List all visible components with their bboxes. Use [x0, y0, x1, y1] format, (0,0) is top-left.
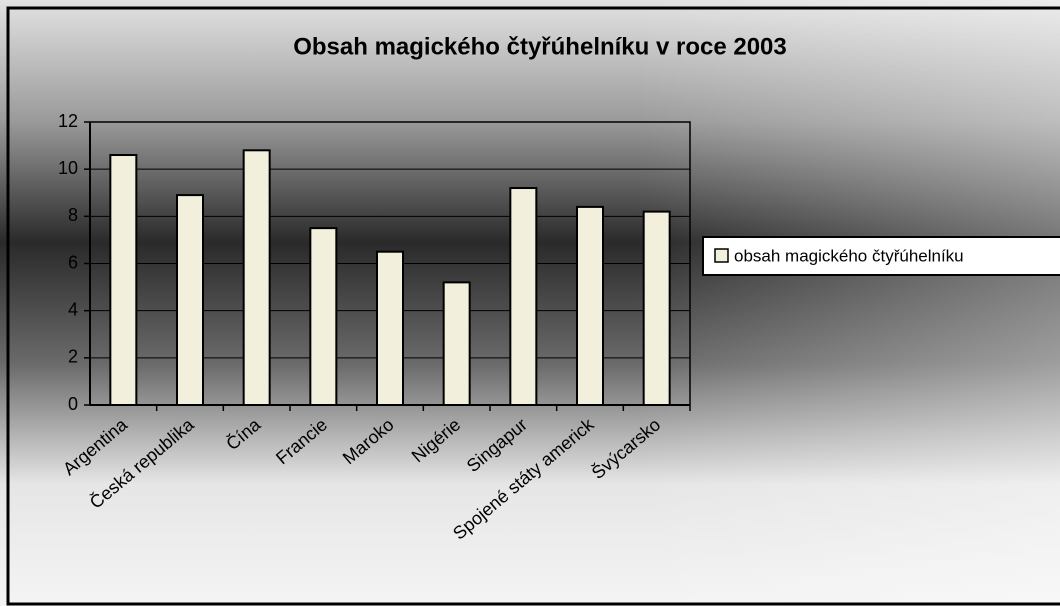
y-tick-label: 2 — [68, 347, 78, 367]
bar — [509, 187, 538, 406]
legend-swatch — [714, 248, 729, 263]
y-tick-label: 4 — [68, 299, 78, 319]
y-tick-label: 10 — [58, 158, 78, 178]
bar — [442, 281, 471, 406]
bar — [576, 205, 604, 406]
bar — [176, 194, 204, 406]
bar — [376, 250, 404, 406]
y-tick-label: 0 — [68, 394, 78, 414]
y-tick-label: 12 — [58, 111, 78, 131]
legend-label: obsah magického čtyřúhelníku — [734, 246, 964, 265]
legend — [702, 236, 1060, 276]
chart-title: Obsah magického čtyřúhelníku v roce 2003 — [293, 33, 787, 60]
bar — [109, 154, 138, 406]
chart-border — [6, 6, 1060, 606]
bar — [642, 210, 671, 406]
y-tick-label: 8 — [68, 205, 78, 225]
bar — [309, 227, 338, 406]
bar — [242, 149, 271, 406]
y-tick-label: 6 — [68, 252, 78, 272]
